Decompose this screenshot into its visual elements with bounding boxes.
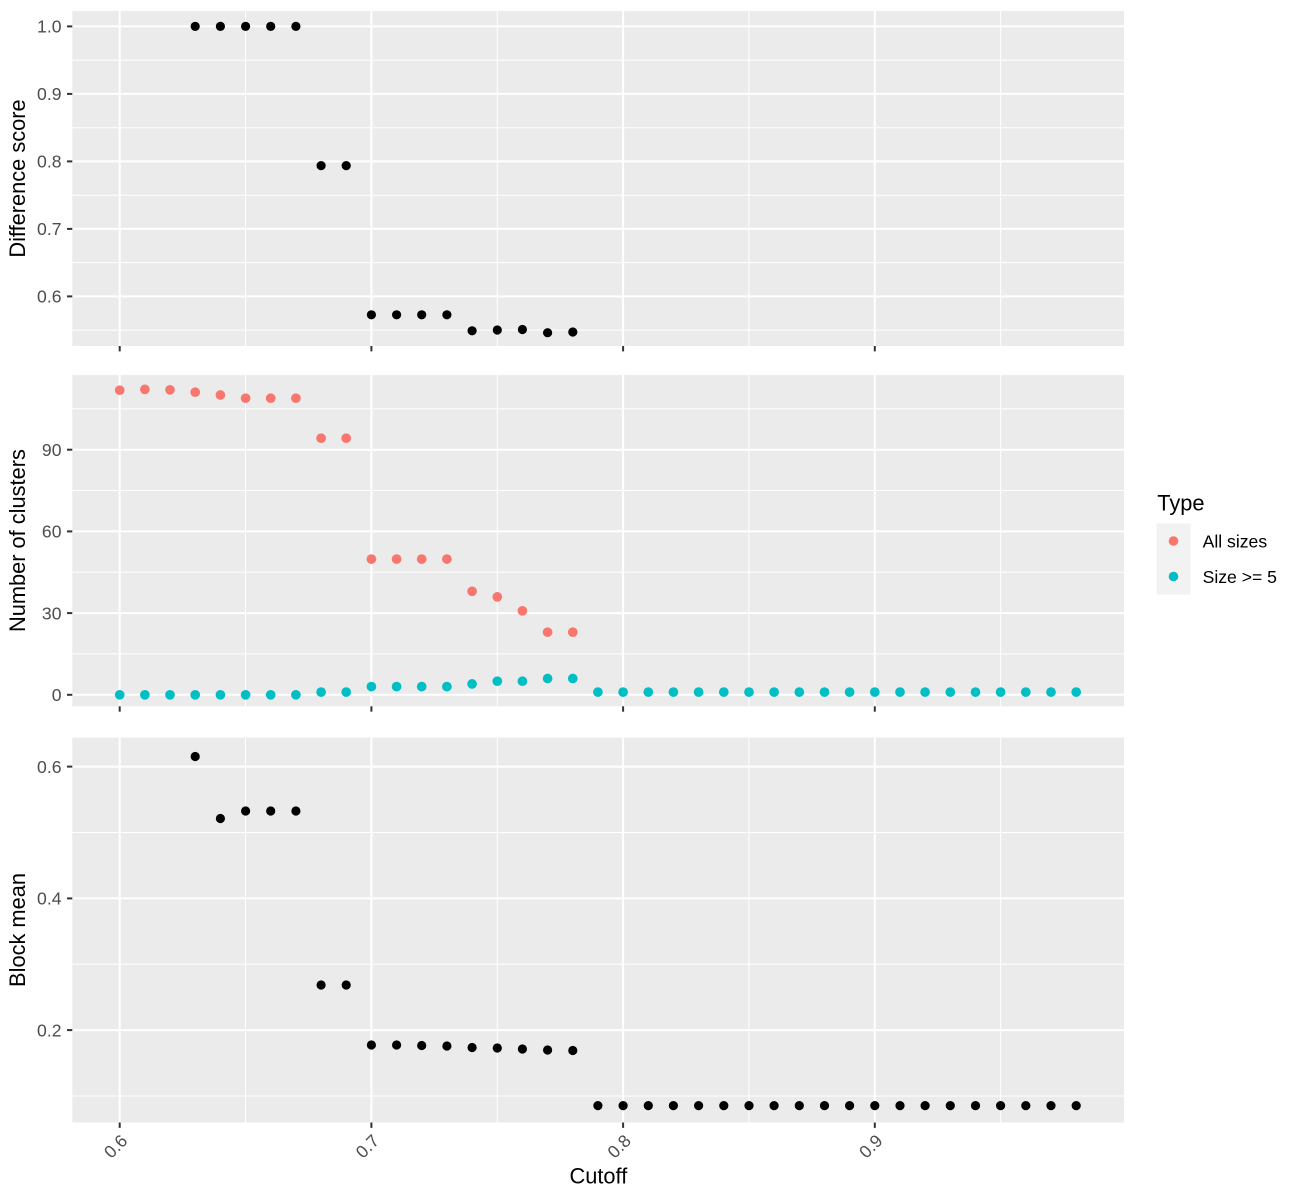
svg-text:90: 90 xyxy=(42,440,62,460)
svg-text:0.9: 0.9 xyxy=(37,84,61,104)
svg-text:Cutoff: Cutoff xyxy=(570,1163,629,1188)
svg-text:1.0: 1.0 xyxy=(37,17,62,37)
svg-text:0: 0 xyxy=(52,685,62,705)
svg-text:0.7: 0.7 xyxy=(37,219,61,239)
svg-text:0.2: 0.2 xyxy=(37,1020,61,1040)
svg-text:60: 60 xyxy=(42,522,62,542)
svg-text:0.4: 0.4 xyxy=(37,889,62,909)
svg-text:Number of clusters: Number of clusters xyxy=(5,449,30,632)
svg-text:0.6: 0.6 xyxy=(37,287,62,307)
svg-text:0.8: 0.8 xyxy=(37,152,62,172)
svg-text:0.6: 0.6 xyxy=(37,757,62,777)
svg-text:Type: Type xyxy=(1157,491,1204,516)
svg-text:All sizes: All sizes xyxy=(1203,531,1268,551)
svg-text:Block mean: Block mean xyxy=(5,873,30,987)
svg-text:Size >= 5: Size >= 5 xyxy=(1203,567,1278,587)
svg-text:Difference score: Difference score xyxy=(5,99,30,257)
svg-text:30: 30 xyxy=(42,603,62,623)
